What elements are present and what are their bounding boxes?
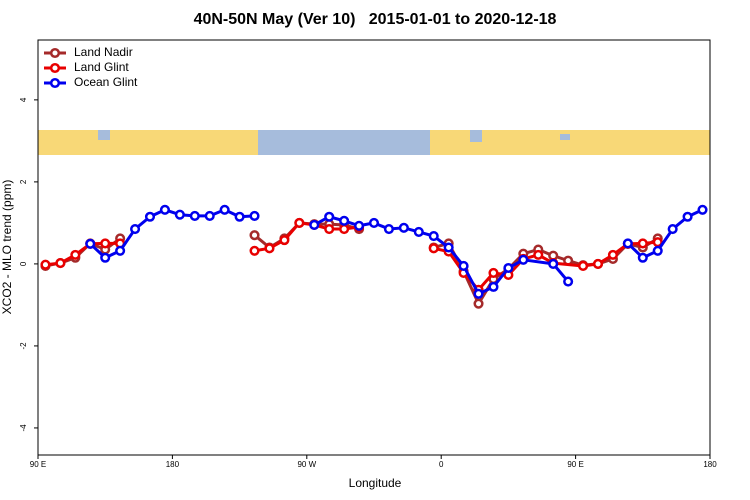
point [637, 238, 648, 249]
point [473, 298, 484, 309]
point [473, 288, 484, 299]
point [368, 217, 380, 228]
point [144, 211, 156, 222]
point [354, 220, 365, 231]
land [482, 130, 710, 155]
x-tick-label: 180 [166, 460, 180, 469]
point [592, 258, 604, 269]
land [110, 130, 258, 155]
legend-label: Ocean Glint [74, 75, 138, 89]
point [324, 211, 335, 222]
point [652, 245, 663, 256]
point [428, 243, 439, 254]
point [100, 238, 111, 249]
land [430, 130, 470, 155]
plot-frame [37, 39, 711, 456]
legend-marker [49, 62, 61, 74]
y-tick-label: -4 [19, 424, 28, 432]
point [204, 210, 215, 221]
point [40, 259, 51, 270]
point [622, 238, 633, 249]
point [667, 223, 678, 235]
point [219, 204, 230, 215]
point [249, 230, 260, 241]
x-tick-label: 90 E [30, 460, 46, 469]
legend-marker [49, 77, 61, 89]
map-strip [38, 130, 710, 155]
point [428, 230, 439, 242]
land [470, 142, 482, 155]
point [309, 219, 320, 230]
point [518, 254, 529, 265]
x-tick-label: 90 E [567, 460, 583, 469]
point [249, 245, 260, 256]
point [383, 223, 394, 235]
point [398, 222, 409, 233]
point [339, 215, 350, 226]
lake [560, 134, 570, 140]
point [130, 223, 141, 235]
point [488, 267, 499, 278]
point [115, 245, 126, 256]
point [249, 210, 260, 221]
point [339, 223, 350, 235]
legend-label: Land Glint [74, 60, 129, 74]
point [85, 238, 96, 249]
x-tick-label: 180 [703, 460, 717, 469]
point [174, 209, 185, 220]
point [294, 217, 305, 228]
point [55, 258, 66, 269]
y-tick-label: 4 [19, 97, 28, 102]
y-tick-label: 2 [19, 179, 28, 184]
point [458, 260, 469, 272]
point [324, 223, 335, 235]
y-axis-label: XCO2 - MLO trend (ppm) [0, 180, 14, 315]
point [488, 281, 499, 292]
point [637, 252, 648, 263]
legend-label: Land Nadir [74, 45, 133, 59]
point [70, 249, 81, 260]
point [159, 204, 170, 215]
point [563, 276, 574, 287]
point [264, 243, 275, 254]
point [279, 235, 290, 246]
land [98, 140, 110, 155]
chart-title: 40N-50N May (Ver 10) 2015-01-01 to 2020-… [194, 11, 557, 28]
x-tick-label: 90 W [297, 460, 316, 469]
point [413, 226, 424, 237]
point [503, 262, 514, 274]
point [533, 249, 544, 260]
legend-marker [49, 47, 61, 59]
point [548, 258, 559, 269]
point [607, 249, 618, 260]
x-axis-label: Longitude [349, 476, 402, 490]
point [578, 260, 589, 272]
land [38, 130, 98, 155]
point [443, 242, 454, 253]
point [100, 252, 111, 263]
point [189, 210, 200, 221]
y-tick-label: 0 [19, 261, 28, 266]
x-tick-label: 0 [439, 460, 444, 469]
y-tick-label: -2 [19, 342, 28, 350]
point [234, 211, 245, 222]
point [682, 211, 693, 222]
point [697, 204, 708, 215]
